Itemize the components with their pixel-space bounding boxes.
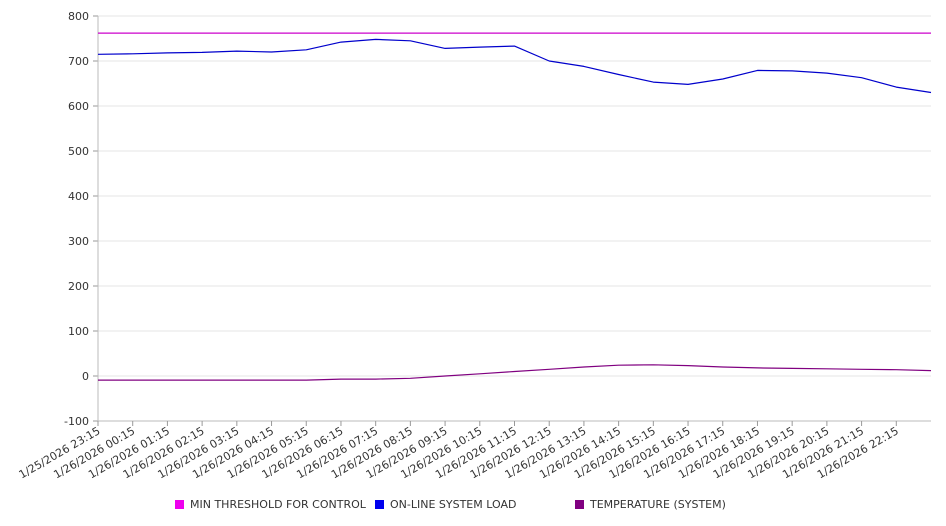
series-line-2 xyxy=(98,364,932,381)
series-layer xyxy=(97,32,932,381)
legend-swatch-temperature xyxy=(575,500,584,509)
series-line-1 xyxy=(97,38,932,94)
legend-item-online-system-load[interactable]: ON-LINE SYSTEM LOAD xyxy=(375,498,516,511)
y-tick-label: 200 xyxy=(68,280,89,293)
y-tick-label: 600 xyxy=(68,100,89,113)
legend-swatch-online-system-load xyxy=(375,500,384,509)
y-tick-label: 400 xyxy=(68,190,89,203)
y-tick-label: 700 xyxy=(68,55,89,68)
chart-legend: MIN THRESHOLD FOR CONTROL ON-LINE SYSTEM… xyxy=(0,498,946,514)
grid-lines xyxy=(98,15,931,422)
y-tick-label: 300 xyxy=(68,235,89,248)
y-tick-label: 500 xyxy=(68,145,89,158)
legend-swatch-min-threshold xyxy=(175,500,184,509)
chart-axes xyxy=(93,15,931,426)
y-tick-label: 0 xyxy=(82,370,89,383)
x-axis-tick-labels: 1/25/2026 23:151/26/2026 00:151/26/2026 … xyxy=(17,424,901,481)
y-tick-label: 800 xyxy=(68,10,89,23)
legend-label-min-threshold: MIN THRESHOLD FOR CONTROL xyxy=(190,498,366,511)
legend-label-temperature: TEMPERATURE (SYSTEM) xyxy=(590,498,726,511)
y-tick-label: 100 xyxy=(68,325,89,338)
legend-item-min-threshold[interactable]: MIN THRESHOLD FOR CONTROL xyxy=(175,498,366,511)
legend-item-temperature[interactable]: TEMPERATURE (SYSTEM) xyxy=(575,498,726,511)
y-axis-tick-labels: 800 700 600 500 400 300 200 100 0 -100 xyxy=(64,10,89,428)
legend-label-online-system-load: ON-LINE SYSTEM LOAD xyxy=(390,498,517,511)
y-tick-label: -100 xyxy=(64,415,89,428)
